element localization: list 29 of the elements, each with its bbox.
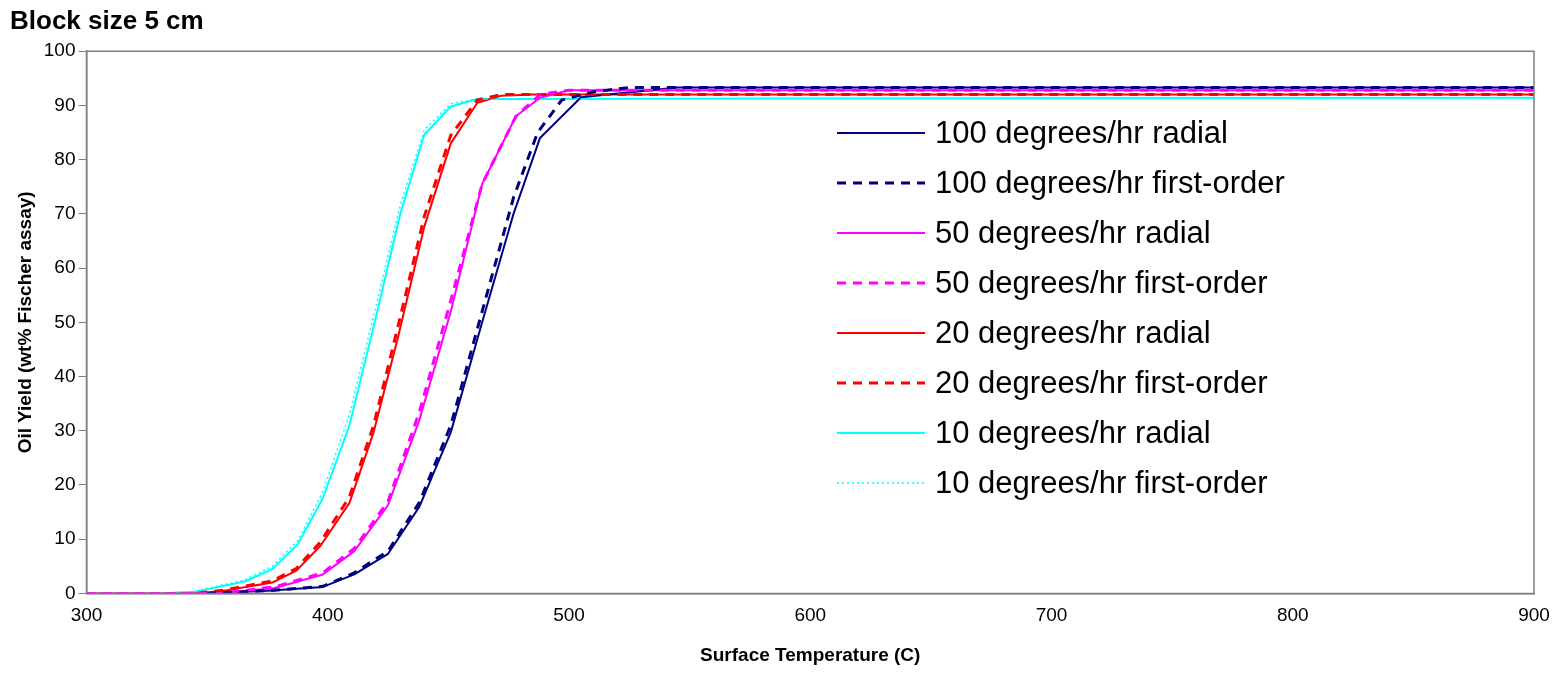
- legend-label: 20 degrees/hr first-order: [935, 365, 1268, 401]
- y-axis-title: Oil Yield (wt% Fischer assay): [13, 191, 35, 454]
- x-tick-label: 300: [70, 604, 103, 626]
- x-tick-label: 900: [1518, 604, 1550, 626]
- y-tick-label: 100: [43, 39, 76, 61]
- y-tick-label: 50: [54, 310, 76, 332]
- legend-label: 10 degrees/hr first-order: [935, 465, 1268, 501]
- chart-title: Block size 5 cm: [10, 4, 204, 35]
- y-tick-label: 40: [54, 364, 76, 386]
- y-tick-label: 60: [54, 256, 76, 278]
- y-tick-label: 20: [54, 473, 76, 495]
- legend-label: 10 degrees/hr radial: [935, 415, 1211, 451]
- y-tick-label: 80: [54, 147, 76, 169]
- x-tick-label: 500: [553, 604, 585, 626]
- y-tick-label: 0: [64, 581, 76, 603]
- legend-label: 100 degrees/hr radial: [935, 115, 1228, 151]
- legend-label: 100 degrees/hr first-order: [935, 165, 1285, 201]
- y-tick-label: 30: [54, 418, 76, 440]
- y-tick-label: 10: [54, 527, 76, 549]
- y-tick-label: 70: [54, 202, 76, 224]
- legend-label: 50 degrees/hr radial: [935, 215, 1211, 251]
- x-tick-label: 400: [311, 604, 344, 626]
- x-tick-label: 800: [1276, 604, 1309, 626]
- legend-label: 50 degrees/hr first-order: [935, 265, 1268, 301]
- y-tick-label: 90: [54, 93, 76, 115]
- x-tick-label: 600: [794, 604, 827, 626]
- x-tick-label: 700: [1035, 604, 1068, 626]
- legend-label: 20 degrees/hr radial: [935, 315, 1211, 351]
- x-axis-title: Surface Temperature (C): [700, 643, 921, 665]
